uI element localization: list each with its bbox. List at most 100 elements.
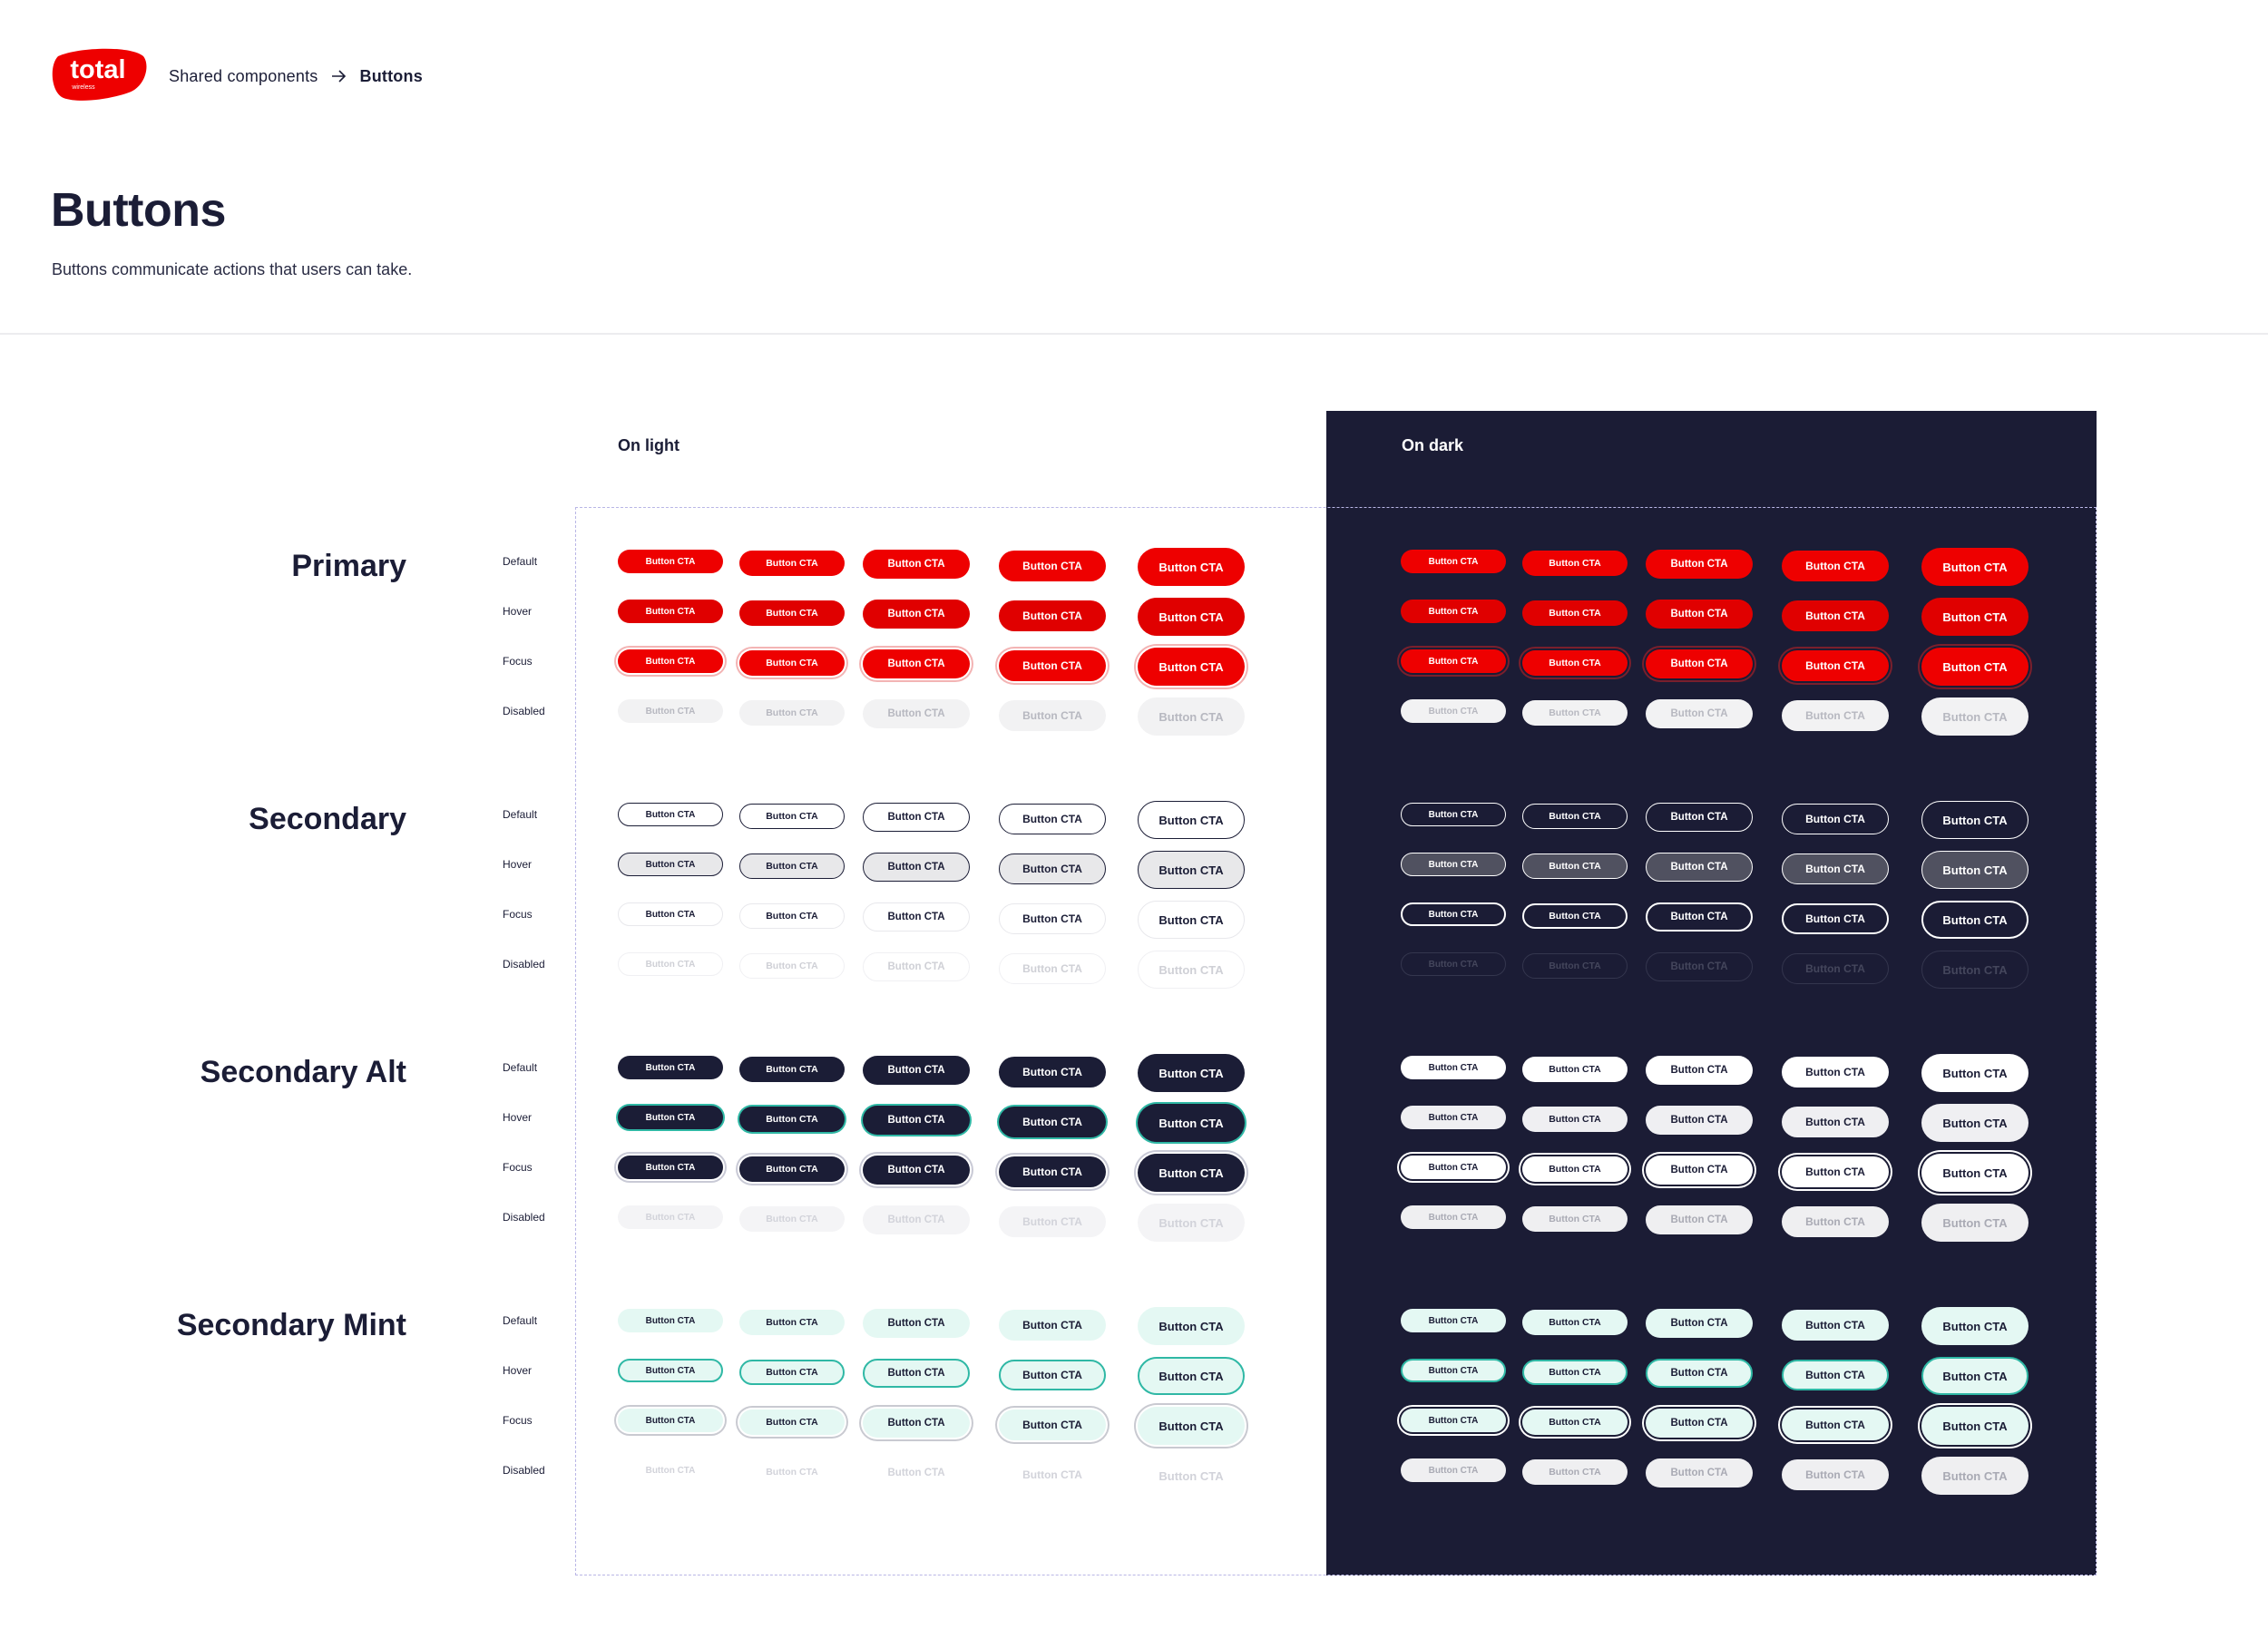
- secondary-alt-dark-hover-button-xl[interactable]: Button CTA: [1921, 1104, 2028, 1142]
- secondary-dark-focus-button-l[interactable]: Button CTA: [1782, 902, 1889, 934]
- secondary-mint-dark-focus-button-xs[interactable]: Button CTA: [1401, 1409, 1506, 1432]
- primary-light-default-button-s[interactable]: Button CTA: [739, 550, 845, 576]
- primary-dark-focus-button-xl[interactable]: Button CTA: [1921, 648, 2028, 686]
- secondary-mint-light-focus-button-xl[interactable]: Button CTA: [1138, 1407, 1245, 1445]
- secondary-mint-dark-focus-button-xl[interactable]: Button CTA: [1921, 1407, 2028, 1445]
- primary-dark-default-button-xs[interactable]: Button CTA: [1401, 550, 1506, 573]
- primary-light-focus-button-m[interactable]: Button CTA: [863, 649, 970, 678]
- secondary-mint-dark-hover-button-s[interactable]: Button CTA: [1522, 1359, 1628, 1385]
- secondary-alt-dark-focus-button-xl[interactable]: Button CTA: [1921, 1154, 2028, 1192]
- secondary-mint-light-default-button-xl[interactable]: Button CTA: [1138, 1307, 1245, 1345]
- secondary-alt-dark-focus-button-xs[interactable]: Button CTA: [1401, 1156, 1506, 1179]
- secondary-alt-light-hover-button-xs[interactable]: Button CTA: [618, 1106, 723, 1129]
- secondary-mint-light-focus-button-xs[interactable]: Button CTA: [618, 1409, 723, 1432]
- secondary-alt-dark-hover-button-s[interactable]: Button CTA: [1522, 1106, 1628, 1132]
- secondary-mint-light-focus-button-s[interactable]: Button CTA: [739, 1409, 845, 1435]
- secondary-alt-dark-default-button-xs[interactable]: Button CTA: [1401, 1056, 1506, 1079]
- secondary-light-focus-button-xl[interactable]: Button CTA: [1138, 901, 1245, 939]
- secondary-alt-light-hover-button-xl[interactable]: Button CTA: [1138, 1104, 1245, 1142]
- secondary-light-focus-button-m[interactable]: Button CTA: [863, 902, 970, 932]
- secondary-mint-dark-focus-button-s[interactable]: Button CTA: [1522, 1409, 1628, 1435]
- primary-dark-default-button-xl[interactable]: Button CTA: [1921, 548, 2028, 586]
- secondary-alt-light-focus-button-l[interactable]: Button CTA: [999, 1156, 1106, 1187]
- secondary-light-focus-button-s[interactable]: Button CTA: [739, 902, 845, 929]
- secondary-alt-light-focus-button-xl[interactable]: Button CTA: [1138, 1154, 1245, 1192]
- secondary-dark-hover-button-xl[interactable]: Button CTA: [1921, 851, 2028, 889]
- secondary-dark-default-button-xs[interactable]: Button CTA: [1401, 803, 1506, 826]
- primary-light-focus-button-xl[interactable]: Button CTA: [1138, 648, 1245, 686]
- secondary-dark-default-button-xl[interactable]: Button CTA: [1921, 801, 2028, 839]
- secondary-mint-dark-hover-button-xs[interactable]: Button CTA: [1401, 1359, 1506, 1382]
- secondary-mint-light-default-button-s[interactable]: Button CTA: [739, 1309, 845, 1335]
- secondary-mint-dark-focus-button-l[interactable]: Button CTA: [1782, 1409, 1889, 1440]
- secondary-dark-focus-button-xl[interactable]: Button CTA: [1921, 901, 2028, 939]
- primary-light-hover-button-l[interactable]: Button CTA: [999, 600, 1106, 631]
- secondary-alt-dark-focus-button-l[interactable]: Button CTA: [1782, 1156, 1889, 1187]
- primary-dark-focus-button-s[interactable]: Button CTA: [1522, 649, 1628, 676]
- secondary-alt-light-default-button-l[interactable]: Button CTA: [999, 1056, 1106, 1088]
- secondary-mint-light-hover-button-l[interactable]: Button CTA: [999, 1359, 1106, 1390]
- primary-dark-default-button-l[interactable]: Button CTA: [1782, 550, 1889, 581]
- primary-dark-focus-button-l[interactable]: Button CTA: [1782, 649, 1889, 681]
- secondary-mint-light-default-button-xs[interactable]: Button CTA: [618, 1309, 723, 1332]
- secondary-light-focus-button-xs[interactable]: Button CTA: [618, 902, 723, 926]
- primary-dark-default-button-m[interactable]: Button CTA: [1646, 550, 1753, 579]
- secondary-mint-dark-default-button-l[interactable]: Button CTA: [1782, 1309, 1889, 1341]
- secondary-dark-default-button-l[interactable]: Button CTA: [1782, 803, 1889, 834]
- primary-light-hover-button-xl[interactable]: Button CTA: [1138, 598, 1245, 636]
- primary-light-focus-button-xs[interactable]: Button CTA: [618, 649, 723, 673]
- secondary-mint-dark-default-button-m[interactable]: Button CTA: [1646, 1309, 1753, 1338]
- secondary-dark-focus-button-s[interactable]: Button CTA: [1522, 902, 1628, 929]
- primary-dark-hover-button-xs[interactable]: Button CTA: [1401, 600, 1506, 623]
- secondary-mint-dark-default-button-xl[interactable]: Button CTA: [1921, 1307, 2028, 1345]
- secondary-light-hover-button-l[interactable]: Button CTA: [999, 853, 1106, 884]
- primary-light-default-button-l[interactable]: Button CTA: [999, 550, 1106, 581]
- secondary-mint-light-default-button-l[interactable]: Button CTA: [999, 1309, 1106, 1341]
- secondary-light-hover-button-xl[interactable]: Button CTA: [1138, 851, 1245, 889]
- secondary-alt-light-default-button-s[interactable]: Button CTA: [739, 1056, 845, 1082]
- secondary-alt-dark-hover-button-m[interactable]: Button CTA: [1646, 1106, 1753, 1135]
- breadcrumb-parent-link[interactable]: Shared components: [169, 66, 318, 85]
- secondary-dark-hover-button-l[interactable]: Button CTA: [1782, 853, 1889, 884]
- secondary-alt-dark-default-button-s[interactable]: Button CTA: [1522, 1056, 1628, 1082]
- secondary-mint-light-focus-button-l[interactable]: Button CTA: [999, 1409, 1106, 1440]
- secondary-dark-hover-button-m[interactable]: Button CTA: [1646, 853, 1753, 882]
- secondary-light-hover-button-m[interactable]: Button CTA: [863, 853, 970, 882]
- secondary-light-default-button-m[interactable]: Button CTA: [863, 803, 970, 832]
- primary-light-default-button-m[interactable]: Button CTA: [863, 550, 970, 579]
- secondary-light-default-button-xs[interactable]: Button CTA: [618, 803, 723, 826]
- secondary-dark-default-button-m[interactable]: Button CTA: [1646, 803, 1753, 832]
- secondary-mint-light-focus-button-m[interactable]: Button CTA: [863, 1409, 970, 1438]
- primary-dark-hover-button-m[interactable]: Button CTA: [1646, 600, 1753, 629]
- secondary-dark-focus-button-m[interactable]: Button CTA: [1646, 902, 1753, 932]
- primary-dark-hover-button-s[interactable]: Button CTA: [1522, 600, 1628, 626]
- secondary-dark-default-button-s[interactable]: Button CTA: [1522, 803, 1628, 829]
- secondary-alt-light-hover-button-l[interactable]: Button CTA: [999, 1106, 1106, 1137]
- primary-light-focus-button-l[interactable]: Button CTA: [999, 649, 1106, 681]
- secondary-alt-light-focus-button-s[interactable]: Button CTA: [739, 1156, 845, 1182]
- secondary-alt-dark-focus-button-m[interactable]: Button CTA: [1646, 1156, 1753, 1185]
- primary-dark-focus-button-m[interactable]: Button CTA: [1646, 649, 1753, 678]
- primary-light-hover-button-s[interactable]: Button CTA: [739, 600, 845, 626]
- secondary-mint-light-default-button-m[interactable]: Button CTA: [863, 1309, 970, 1338]
- secondary-mint-light-hover-button-xl[interactable]: Button CTA: [1138, 1357, 1245, 1395]
- total-wireless-logo[interactable]: total wireless: [51, 47, 149, 103]
- secondary-dark-hover-button-s[interactable]: Button CTA: [1522, 853, 1628, 879]
- secondary-alt-dark-hover-button-l[interactable]: Button CTA: [1782, 1106, 1889, 1137]
- primary-light-focus-button-s[interactable]: Button CTA: [739, 649, 845, 676]
- secondary-mint-light-hover-button-s[interactable]: Button CTA: [739, 1359, 845, 1385]
- secondary-light-hover-button-s[interactable]: Button CTA: [739, 853, 845, 879]
- primary-light-hover-button-xs[interactable]: Button CTA: [618, 600, 723, 623]
- secondary-alt-light-default-button-xs[interactable]: Button CTA: [618, 1056, 723, 1079]
- secondary-mint-dark-hover-button-l[interactable]: Button CTA: [1782, 1359, 1889, 1390]
- secondary-dark-focus-button-xs[interactable]: Button CTA: [1401, 902, 1506, 926]
- secondary-dark-hover-button-xs[interactable]: Button CTA: [1401, 853, 1506, 876]
- secondary-mint-dark-focus-button-m[interactable]: Button CTA: [1646, 1409, 1753, 1438]
- secondary-mint-dark-default-button-s[interactable]: Button CTA: [1522, 1309, 1628, 1335]
- secondary-alt-light-focus-button-m[interactable]: Button CTA: [863, 1156, 970, 1185]
- secondary-mint-light-hover-button-xs[interactable]: Button CTA: [618, 1359, 723, 1382]
- secondary-alt-light-focus-button-xs[interactable]: Button CTA: [618, 1156, 723, 1179]
- primary-dark-hover-button-l[interactable]: Button CTA: [1782, 600, 1889, 631]
- secondary-alt-light-default-button-m[interactable]: Button CTA: [863, 1056, 970, 1085]
- secondary-alt-dark-focus-button-s[interactable]: Button CTA: [1522, 1156, 1628, 1182]
